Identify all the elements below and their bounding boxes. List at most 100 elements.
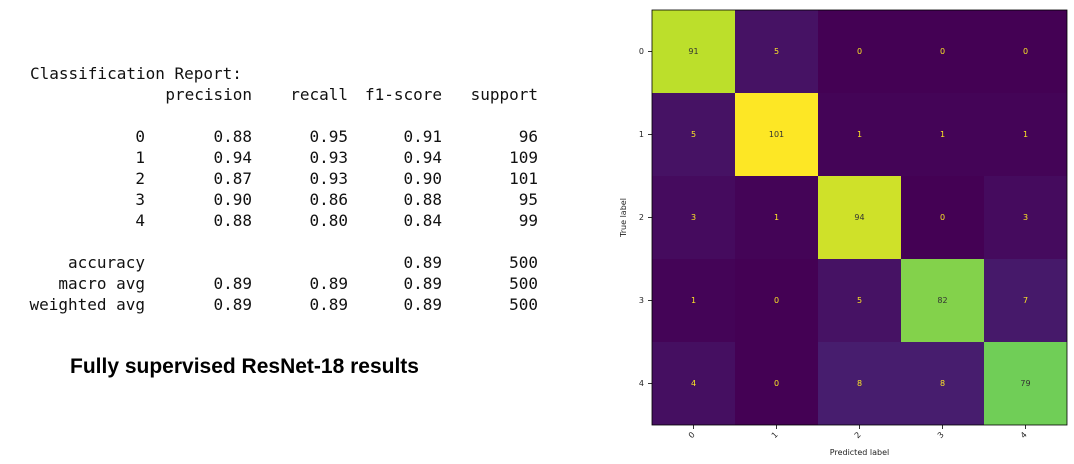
- heatmap-cell: [984, 342, 1067, 425]
- cell-value-label: 94: [854, 213, 864, 222]
- cell-value-label: 3: [1023, 213, 1028, 222]
- report-cell: 0.95: [309, 127, 348, 146]
- report-row-label: 4: [135, 211, 145, 230]
- cell-value-label: 3: [691, 213, 696, 222]
- heatmap-cell: [901, 259, 984, 342]
- report-row: 4 0.88 0.80 0.84 99: [30, 210, 538, 231]
- report-cell: 0.89: [309, 274, 348, 293]
- cell-value-label: 0: [1023, 47, 1028, 56]
- report-cell: 0.89: [213, 274, 252, 293]
- y-tick-label: 0: [639, 47, 644, 56]
- report-row-label: 2: [135, 169, 145, 188]
- y-axis-label: True label: [619, 198, 628, 238]
- report-cell: 0.88: [213, 211, 252, 230]
- report-cell: 99: [518, 211, 538, 230]
- heatmap-cell: [818, 93, 901, 176]
- report-cell: 0.93: [309, 169, 348, 188]
- report-cell: 0.88: [213, 127, 252, 146]
- results-caption: Fully supervised ResNet-18 results: [70, 355, 419, 378]
- cell-value-label: 1: [940, 130, 945, 139]
- x-tick-label: 1: [770, 430, 780, 440]
- heatmap-cell: [652, 259, 735, 342]
- heatmap-cell: [818, 342, 901, 425]
- cell-value-label: 82: [937, 296, 947, 305]
- spacer: [30, 231, 242, 252]
- report-cell: 0.90: [213, 190, 252, 209]
- report-cell: 0.87: [213, 169, 252, 188]
- heatmap-cell: [901, 342, 984, 425]
- heatmap-cell: [818, 176, 901, 259]
- heatmap-cell: [735, 10, 818, 93]
- x-tick-label: 0: [687, 430, 697, 440]
- report-row: 0 0.88 0.95 0.91 96: [30, 126, 538, 147]
- report-row-label: 3: [135, 190, 145, 209]
- y-tick-label: 4: [639, 379, 644, 388]
- report-cell: 0.94: [213, 148, 252, 167]
- report-header-row: precision recall f1-score support: [30, 84, 538, 105]
- report-cell: 500: [509, 295, 539, 314]
- report-cell: 500: [509, 274, 539, 293]
- report-cell: 0.89: [403, 274, 442, 293]
- cell-value-label: 0: [940, 213, 945, 222]
- cell-value-label: 79: [1020, 379, 1030, 388]
- heatmap-cell: [984, 93, 1067, 176]
- cell-value-label: 4: [691, 379, 696, 388]
- heatmap-cell: [901, 93, 984, 176]
- report-summary-label: weighted avg: [29, 295, 146, 314]
- x-tick-label: 2: [853, 430, 863, 440]
- report-summary-label: macro avg: [58, 274, 146, 293]
- report-cell: 0.86: [309, 190, 348, 209]
- cell-value-label: 5: [857, 296, 862, 305]
- report-header: recall: [290, 85, 349, 104]
- cell-value-label: 0: [857, 47, 862, 56]
- heatmap-cell: [735, 342, 818, 425]
- report-cell: 0.89: [309, 295, 348, 314]
- heatmap-cell: [818, 259, 901, 342]
- x-tick-label: 4: [1019, 430, 1029, 440]
- report-cell: 500: [509, 253, 539, 272]
- heatmap-cell: [735, 259, 818, 342]
- report-summary-row: weighted avg 0.89 0.89 0.89 500: [29, 294, 538, 315]
- report-cell: 0.88: [403, 190, 442, 209]
- heatmap-cell: [818, 10, 901, 93]
- report-cell: 0.94: [403, 148, 442, 167]
- report-cell: 0.93: [309, 148, 348, 167]
- classification-report: Classification Report: precision recall f1-…: [29, 63, 538, 315]
- heatmap-cell: [652, 342, 735, 425]
- report-cell: 0.89: [213, 295, 252, 314]
- x-tick-label: 3: [936, 430, 946, 440]
- x-axis-label: Predicted label: [830, 448, 889, 457]
- cell-value-label: 1: [857, 130, 862, 139]
- cell-value-label: 1: [691, 296, 696, 305]
- report-row: 1 0.94 0.93 0.94 109: [30, 147, 538, 168]
- report-row: 3 0.90 0.86 0.88 95: [30, 189, 538, 210]
- cell-value-label: 91: [688, 47, 698, 56]
- report-row-label: 1: [135, 148, 145, 167]
- cell-value-label: 0: [774, 296, 779, 305]
- heatmap-cell: [652, 176, 735, 259]
- heatmap-cell: [652, 93, 735, 176]
- report-summary-row: accuracy 0.89 500: [30, 252, 538, 273]
- spacer: [30, 105, 242, 126]
- cell-value-label: 1: [774, 213, 779, 222]
- heatmap-cell: [735, 176, 818, 259]
- report-row-label: 0: [135, 127, 145, 146]
- report-summary-row: macro avg 0.89 0.89 0.89 500: [30, 273, 538, 294]
- cell-value-label: 7: [1023, 296, 1028, 305]
- heatmap-cell: [735, 93, 818, 176]
- report-header: precision: [165, 85, 253, 104]
- report-cell: 0.84: [403, 211, 442, 230]
- report-header: f1-score: [364, 85, 443, 104]
- cell-value-label: 5: [774, 47, 779, 56]
- report-cell: 0.80: [309, 211, 348, 230]
- cell-value-label: 1: [1023, 130, 1028, 139]
- heatmap-cell: [984, 10, 1067, 93]
- report-cell: 0.90: [403, 169, 442, 188]
- report-cell: 0.89: [403, 295, 442, 314]
- report-cell: 95: [518, 190, 538, 209]
- report-cell: 101: [509, 169, 539, 188]
- heatmap-cell: [652, 10, 735, 93]
- cell-value-label: 8: [857, 379, 862, 388]
- heatmap-cell: [984, 176, 1067, 259]
- report-cell: 96: [518, 127, 538, 146]
